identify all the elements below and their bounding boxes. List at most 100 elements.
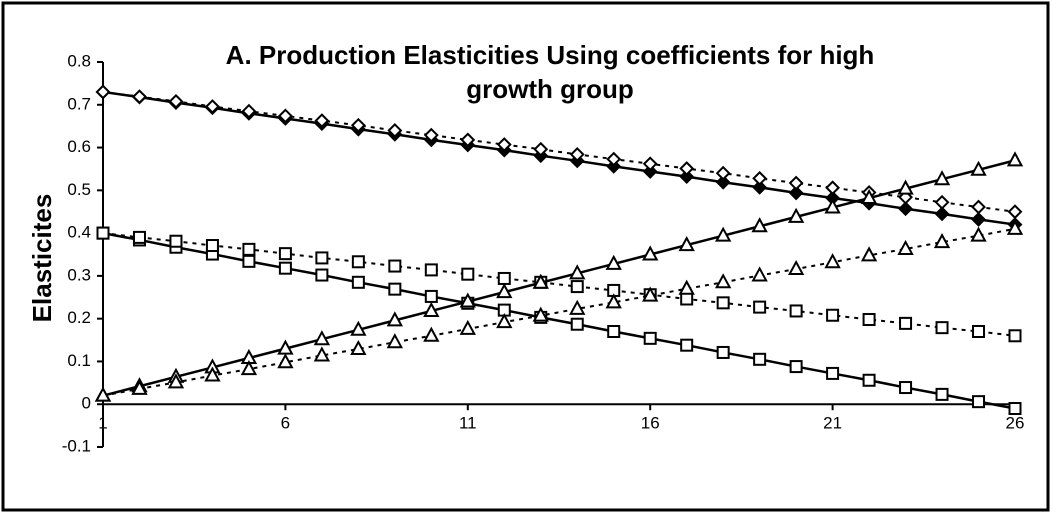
triangle-marker [933,170,951,186]
series-line [102,90,1016,226]
square-marker [716,345,730,359]
triangle-marker [386,311,404,327]
series-line [102,231,1016,410]
square-marker [935,321,949,335]
diamond-marker [934,194,950,210]
diamond-marker [423,127,439,143]
square-marker [1008,402,1022,415]
triangle-marker [678,279,695,295]
diamond-marker [715,174,731,190]
square-marker [826,308,840,322]
diamond-marker [642,156,658,172]
diamond-marker [277,108,293,124]
y-tick-label: 0.7 [67,94,91,113]
y-tick-label: 0.4 [67,223,91,242]
diamond-marker [533,141,549,157]
triangle-marker [714,226,732,242]
square-marker [388,282,402,296]
square-marker [278,247,292,261]
diamond-marker [205,99,220,114]
square-marker [424,289,438,303]
square-marker [643,331,657,345]
x-tick-label: 16 [641,414,660,433]
y-tick-label: 0.8 [67,51,91,70]
square-marker [716,296,730,310]
y-tick-label: 0.2 [67,308,91,327]
y-tick-label: 0.6 [67,137,91,156]
square-marker [96,226,110,240]
square-marker [205,239,219,253]
triangle-marker [714,273,732,289]
y-axis-label: Elasticites [27,194,57,323]
triangle-marker [642,245,659,261]
square-marker [972,395,986,409]
diamond-marker [752,179,768,195]
square-marker [351,255,365,269]
y-tick-label: 0.5 [67,180,91,199]
triangle-marker [459,319,476,335]
triangle-marker [970,226,987,242]
square-marker [315,268,329,282]
triangle-marker [787,259,805,276]
triangle-marker [167,373,185,389]
triangle-marker [569,299,586,315]
triangle-marker [897,179,914,195]
x-tick-label: 11 [459,414,477,433]
square-marker [607,325,621,338]
square-marker [242,254,256,268]
diamond-marker [496,137,512,152]
square-marker [169,234,183,248]
triangle-marker [313,346,331,362]
triangle-marker [605,254,622,270]
square-marker [862,373,876,387]
triangle-marker [240,360,258,376]
x-tick-label: 6 [281,414,290,433]
diamond-marker [788,185,804,201]
square-marker [570,280,584,294]
diamond-marker [168,93,184,109]
square-marker [753,352,767,366]
triangle-marker [532,306,549,322]
diamond-marker [971,199,986,215]
square-marker [862,313,876,327]
series-line [102,90,1016,213]
square-marker [899,316,913,330]
square-marker [278,261,292,275]
diamond-marker [95,84,111,100]
diamond-marker [788,175,804,191]
diamond-marker [314,113,330,129]
diamond-marker [606,151,622,167]
triangle-marker [678,235,695,252]
triangle-marker [1006,219,1024,235]
diamond-marker [642,164,658,179]
triangle-marker [350,339,367,356]
diamond-marker [132,89,147,105]
diamond-marker [241,103,257,119]
triangle-marker [605,293,622,309]
triangle-marker [860,246,878,262]
triangle-marker [131,379,148,395]
square-marker [242,242,256,256]
triangle-marker [277,353,294,369]
diamond-marker [1007,204,1023,220]
chart-title: A. Production Elasticities Using coeffic… [225,40,875,104]
diamond-marker [934,206,950,222]
diamond-marker [752,170,768,186]
square-marker [753,300,767,314]
triangle-marker [569,264,586,280]
square-marker [497,271,511,285]
square-marker [570,317,584,331]
square-marker [388,259,402,273]
triangle-marker [933,232,951,249]
square-marker [899,381,913,395]
square-marker [789,360,803,374]
x-tick-label: 1 [98,414,107,433]
diamond-marker [679,161,695,176]
triangle-marker [824,198,841,214]
triangle-marker [1006,151,1024,167]
triangle-marker [642,286,659,302]
square-marker [424,263,438,277]
square-marker [972,325,986,338]
